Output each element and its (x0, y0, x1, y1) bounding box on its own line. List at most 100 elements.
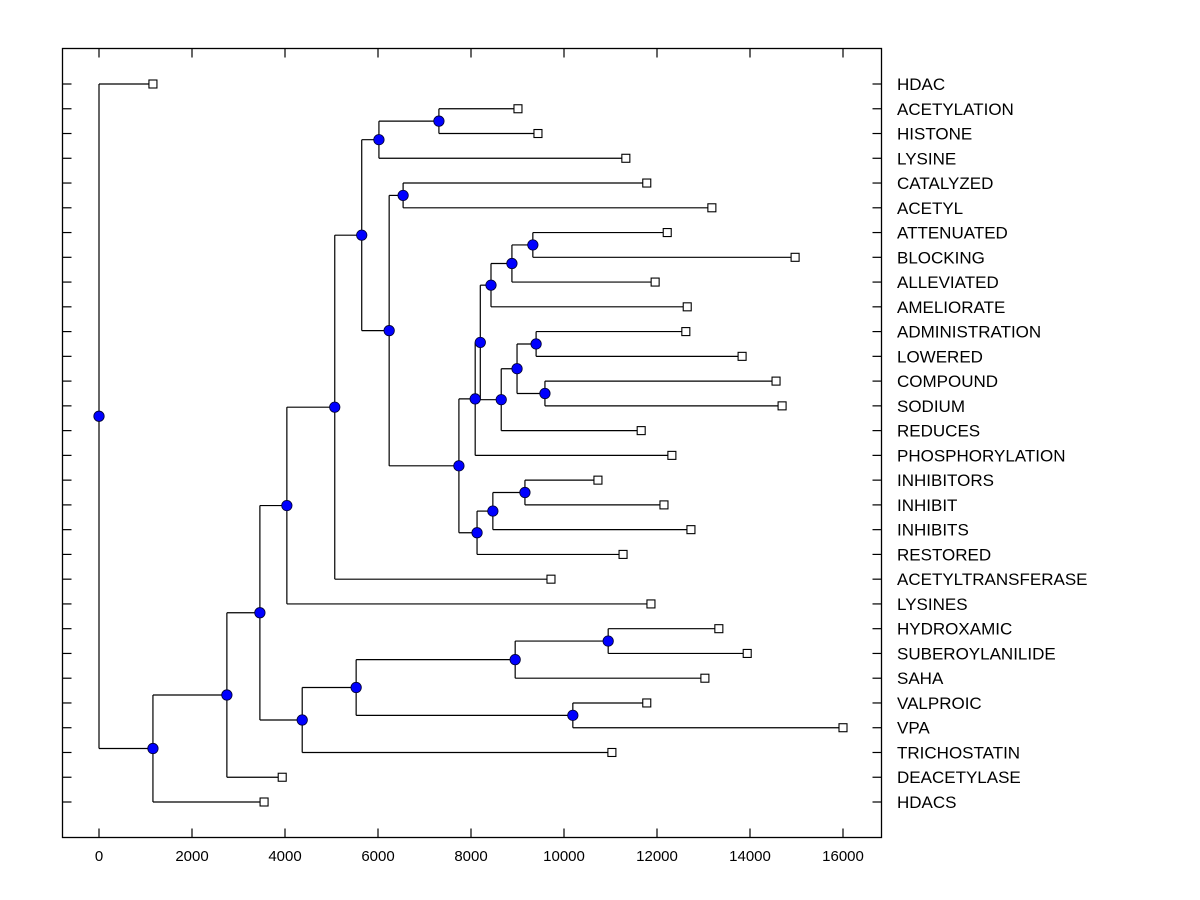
leaf-node-marker (682, 302, 692, 312)
leaf-label: PHOSPHORYLATION (897, 446, 1065, 465)
leaf-label: TRICHOSTATIN (897, 743, 1020, 762)
internal-node-marker (530, 338, 542, 350)
leaf-label: LOWERED (897, 347, 983, 366)
x-tick-label: 6000 (361, 848, 394, 865)
leaf-label: SODIUM (897, 397, 965, 416)
leaf-nodes (148, 79, 848, 807)
internal-node-marker (602, 635, 614, 647)
internal-node-marker (221, 689, 233, 701)
leaf-node-marker (642, 698, 652, 708)
internal-node-marker (383, 325, 395, 337)
leaf-node-marker (742, 648, 752, 658)
leaf-node-marker (148, 79, 158, 89)
leaf-node-marker (593, 475, 603, 485)
leaf-label: ACETYL (897, 199, 963, 218)
internal-node-marker (474, 336, 486, 349)
plot-frame (61, 47, 883, 839)
leaf-node-marker (686, 525, 696, 535)
leaf-label: INHIBIT (897, 496, 957, 515)
internal-nodes (93, 115, 614, 755)
internal-node-marker (495, 394, 507, 406)
leaf-node-marker (646, 599, 656, 609)
internal-node-marker (350, 681, 362, 694)
internal-node-marker (329, 401, 341, 413)
leaf-label: HYDROXAMIC (897, 620, 1012, 639)
leaf-node-marker (650, 277, 660, 287)
internal-node-marker (539, 387, 551, 400)
leaf-label: AMELIORATE (897, 298, 1005, 317)
leaf-label: ADMINISTRATION (897, 323, 1041, 342)
x-tick-label: 10000 (543, 848, 585, 865)
leaf-label: ACETYLATION (897, 100, 1014, 119)
internal-node-marker (506, 257, 518, 270)
leaf-node-marker (533, 128, 543, 139)
internal-node-marker (296, 714, 308, 726)
x-tick-label: 4000 (268, 848, 301, 865)
leaf-node-marker (771, 376, 781, 386)
leaf-label: HISTONE (897, 125, 972, 144)
internal-node-marker (373, 134, 385, 146)
leaf-node-marker (618, 549, 628, 559)
internal-node-marker (93, 410, 105, 422)
internal-node-marker (147, 742, 159, 755)
internal-node-marker (453, 460, 465, 472)
leaf-node-marker (681, 327, 691, 337)
leaf-label: BLOCKING (897, 248, 985, 267)
leaf-node-marker (790, 252, 800, 262)
x-tick-label: 2000 (175, 848, 208, 865)
internal-node-marker (567, 709, 579, 721)
internal-node-marker (527, 239, 539, 251)
leaf-node-marker (659, 500, 669, 510)
leaf-label: DEACETYLASE (897, 768, 1021, 787)
leaf-label: SAHA (897, 669, 944, 688)
x-tick-label: 14000 (729, 848, 771, 865)
internal-node-marker (433, 115, 445, 127)
x-tick-label: 12000 (636, 848, 678, 865)
leaf-label: COMPOUND (897, 372, 998, 391)
leaf-label: HDAC (897, 75, 945, 94)
leaf-label: ATTENUATED (897, 224, 1008, 243)
leaf-node-marker (607, 747, 617, 758)
internal-node-marker (281, 499, 293, 512)
x-tick-label: 16000 (822, 848, 864, 865)
leaf-node-marker (662, 228, 672, 238)
leaf-label: VPA (897, 719, 930, 738)
leaf-node-marker (714, 624, 724, 634)
leaf-label: HDACS (897, 793, 957, 812)
leaf-node-marker (707, 203, 717, 213)
internal-node-marker (511, 363, 523, 375)
leaf-label: REDUCES (897, 422, 980, 441)
internal-node-marker (485, 279, 497, 291)
leaf-label: LYSINE (897, 149, 956, 168)
leaf-label: RESTORED (897, 545, 991, 564)
leaf-node-marker (642, 178, 652, 188)
leaf-node-marker (546, 574, 556, 584)
x-tick-label: 8000 (454, 848, 487, 865)
leaf-label: LYSINES (897, 595, 968, 614)
internal-node-marker (509, 654, 521, 666)
leaf-node-marker (777, 401, 787, 411)
leaf-label: ALLEVIATED (897, 273, 999, 292)
internal-node-marker (471, 527, 483, 539)
leaf-node-marker (737, 351, 747, 361)
leaf-label: INHIBITORS (897, 471, 994, 490)
leaf-label: VALPROIC (897, 694, 982, 713)
leaf-label: INHIBITS (897, 521, 969, 540)
x-axis-tick-labels: 0 2000 4000 6000 8000 10000 12000 14000 16000 (95, 848, 864, 865)
x-tick-label: 0 (95, 848, 103, 865)
leaf-labels: HDAC ACETYLATION HISTONE LYSINE CATALYZED ACE… (897, 75, 1088, 812)
leaf-node-marker (838, 723, 848, 733)
internal-node-marker (356, 229, 368, 241)
leaf-node-marker (667, 450, 677, 460)
leaf-label: ACETYLTRANSFERASE (897, 570, 1088, 589)
internal-node-marker (519, 486, 531, 499)
x-axis-ticks (98, 48, 844, 838)
internal-node-marker (469, 393, 481, 405)
leaf-label: CATALYZED (897, 174, 993, 193)
internal-node-marker (397, 189, 409, 202)
internal-node-marker (254, 607, 266, 619)
leaf-label: SUBEROYLANILIDE (897, 644, 1056, 663)
leaf-node-marker (277, 772, 287, 782)
